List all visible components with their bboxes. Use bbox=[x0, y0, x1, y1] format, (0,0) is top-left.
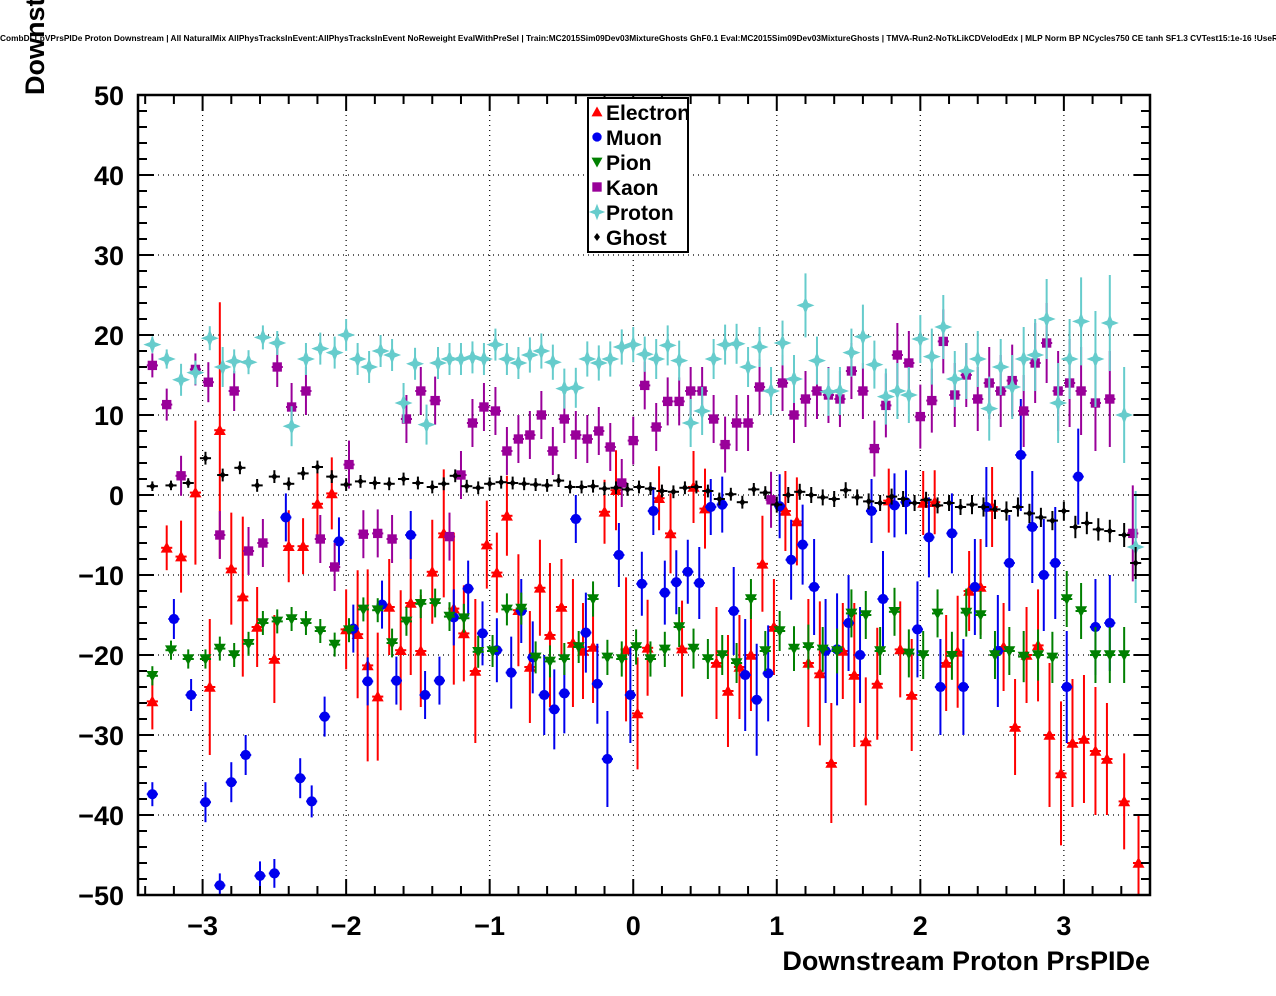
y-tick-label: −50 bbox=[78, 881, 124, 911]
legend-entry-pion[interactable]: Pion bbox=[591, 152, 652, 175]
series-ghost bbox=[146, 451, 1142, 579]
x-tick-label: 1 bbox=[769, 911, 784, 941]
axis-titles: Downstream Proton PrsPIDe Downstream Prot… bbox=[20, 0, 1150, 976]
y-tick-label: −30 bbox=[78, 721, 124, 751]
series-proton bbox=[143, 273, 1145, 603]
circle-marker-icon bbox=[592, 132, 602, 142]
legend-label: Electron bbox=[606, 102, 690, 125]
triangle-up-marker-icon bbox=[591, 106, 603, 117]
legend-label: Kaon bbox=[606, 177, 659, 200]
y-tick-label: −20 bbox=[78, 641, 124, 671]
triangle-down-marker-icon bbox=[591, 157, 603, 168]
legend-entry-kaon[interactable]: Kaon bbox=[592, 177, 659, 200]
y-tick-label: −40 bbox=[78, 801, 124, 831]
x-tick-label: 3 bbox=[1056, 911, 1071, 941]
x-tick-label: 0 bbox=[626, 911, 641, 941]
square-marker-icon bbox=[592, 182, 602, 192]
y-tick-label: −10 bbox=[78, 561, 124, 591]
legend-entry-ghost[interactable]: Ghost bbox=[594, 227, 667, 250]
legend-entry-muon[interactable]: Muon bbox=[592, 127, 662, 150]
data-points-layer bbox=[143, 273, 1145, 895]
x-axis-title: Downstream Proton PrsPIDe bbox=[782, 946, 1150, 976]
x-tick-label: 2 bbox=[913, 911, 928, 941]
series-muon bbox=[146, 399, 1116, 895]
series-kaon bbox=[146, 303, 1139, 591]
plot-title: CombDLLpVPrsPIDe Proton Downstream | All… bbox=[0, 33, 1276, 43]
x-tick-label: −1 bbox=[474, 911, 505, 941]
legend-entry-electron[interactable]: Electron bbox=[591, 102, 691, 125]
y-tick-label: 30 bbox=[94, 241, 124, 271]
y-tick-label: 40 bbox=[94, 161, 124, 191]
legend-label: Proton bbox=[606, 202, 674, 225]
plot-frame bbox=[136, 93, 1152, 897]
y-axis-title: Downstream Proton CombDLLp bbox=[20, 0, 50, 95]
x-tick-label: −3 bbox=[187, 911, 218, 941]
y-tick-label: 20 bbox=[94, 321, 124, 351]
cross-marker-icon bbox=[588, 203, 606, 221]
legend-entry-proton[interactable]: Proton bbox=[588, 202, 674, 225]
legend-label: Pion bbox=[606, 152, 652, 175]
legend-label: Ghost bbox=[606, 227, 667, 250]
y-tick-label: 0 bbox=[109, 481, 124, 511]
series-pion bbox=[146, 571, 1131, 686]
legend-label: Muon bbox=[606, 127, 662, 150]
x-tick-label: −2 bbox=[331, 911, 362, 941]
diamond-marker-icon bbox=[594, 233, 600, 241]
y-tick-label: 10 bbox=[94, 401, 124, 431]
y-tick-label: 50 bbox=[94, 81, 124, 111]
